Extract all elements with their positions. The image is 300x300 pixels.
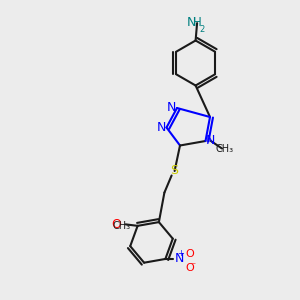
Text: O: O: [111, 218, 121, 231]
Text: O: O: [186, 249, 194, 260]
Text: CH₃: CH₃: [215, 143, 233, 154]
Text: O: O: [186, 263, 194, 273]
Text: +: +: [177, 249, 184, 258]
Text: CH₃: CH₃: [112, 221, 130, 231]
Text: N: N: [167, 100, 176, 114]
Text: N: N: [187, 16, 196, 29]
Text: N: N: [174, 252, 184, 266]
Text: N: N: [206, 134, 216, 148]
Text: 2: 2: [199, 25, 205, 34]
Text: ⁻: ⁻: [190, 261, 195, 272]
Text: N: N: [156, 121, 166, 134]
Text: H: H: [193, 16, 202, 29]
Text: S: S: [171, 164, 178, 178]
